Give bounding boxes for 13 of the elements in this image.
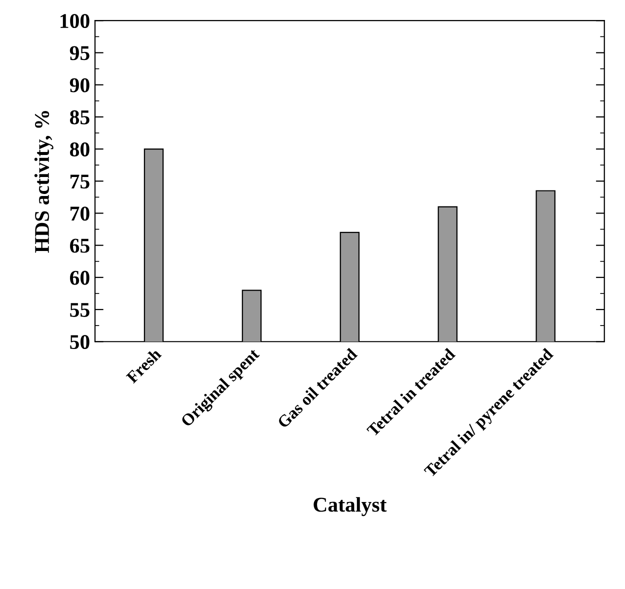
- y-tick-label: 80: [70, 142, 90, 156]
- y-tick-label: 85: [70, 110, 90, 124]
- y-tick-label: 55: [70, 303, 90, 317]
- x-axis-title: Catalyst: [314, 497, 387, 516]
- y-tick-label: 70: [70, 206, 90, 221]
- y-tick-label: 90: [70, 78, 90, 92]
- y-tick-label: 75: [70, 174, 90, 189]
- y-tick-label: 95: [70, 46, 90, 60]
- y-tick-label: 65: [70, 238, 90, 253]
- y-tick-label: 60: [70, 270, 90, 285]
- y-axis-title: HDS activity, %: [34, 111, 54, 253]
- y-tick-label: 50: [70, 334, 90, 350]
- y-tick-label: 100: [60, 14, 90, 28]
